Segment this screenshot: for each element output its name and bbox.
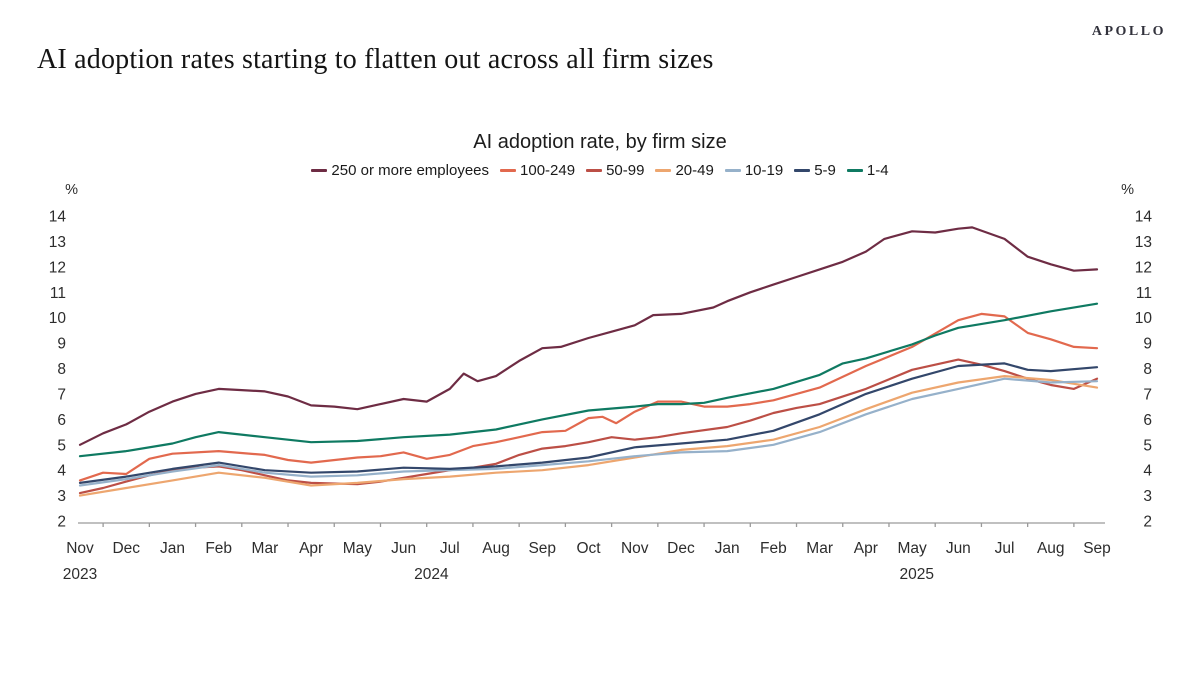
ytick-label-right: 7 bbox=[1143, 386, 1152, 403]
ytick-label-left: 2 bbox=[57, 514, 66, 531]
legend-item-5-9: 5-9 bbox=[794, 162, 836, 179]
legend-item-10-19: 10-19 bbox=[724, 162, 784, 179]
ytick-label-left: 10 bbox=[49, 310, 67, 327]
month-label: Dec bbox=[112, 540, 140, 557]
ytick-label-right: 12 bbox=[1135, 259, 1152, 276]
month-label: Aug bbox=[1037, 540, 1065, 557]
series-line-50-99 bbox=[78, 358, 1099, 495]
ytick-label-right: 2 bbox=[1143, 514, 1152, 531]
page-title: AI adoption rates starting to flatten ou… bbox=[37, 44, 714, 75]
legend-label: 1-4 bbox=[866, 162, 889, 179]
ytick-label-right: 6 bbox=[1143, 412, 1152, 429]
ytick-label-right: 14 bbox=[1135, 209, 1153, 226]
ytick-label-left: 8 bbox=[57, 361, 66, 378]
legend-swatch bbox=[500, 169, 517, 172]
month-label: Nov bbox=[66, 540, 94, 557]
ytick-label-right: 13 bbox=[1135, 234, 1152, 251]
series-line-10-19 bbox=[78, 377, 1099, 487]
legend-item-50-99: 50-99 bbox=[586, 162, 644, 179]
legend-swatch bbox=[655, 169, 672, 172]
legend-label: 10-19 bbox=[744, 162, 784, 179]
month-label: Mar bbox=[806, 540, 833, 557]
month-label: Nov bbox=[621, 540, 649, 557]
month-label: Feb bbox=[205, 540, 232, 557]
legend-label: 100-249 bbox=[520, 162, 576, 179]
ytick-label-left: 12 bbox=[49, 259, 66, 276]
legend-item-1-4: 1-4 bbox=[846, 162, 889, 179]
chart-title: AI adoption rate, by firm size bbox=[473, 131, 727, 153]
month-label: May bbox=[343, 540, 373, 557]
month-label: Jun bbox=[391, 540, 416, 557]
legend-swatch bbox=[794, 169, 811, 172]
series-line-20-49 bbox=[78, 375, 1099, 497]
legend-item-100-249: 100-249 bbox=[500, 162, 575, 179]
month-label: Apr bbox=[299, 540, 323, 557]
month-label: Sep bbox=[1083, 540, 1111, 557]
ytick-label-right: 4 bbox=[1143, 463, 1152, 480]
month-label: Apr bbox=[854, 540, 878, 557]
series-line-100-249 bbox=[78, 312, 1099, 482]
year-label: 2024 bbox=[414, 566, 449, 583]
ytick-label-left: 6 bbox=[57, 412, 66, 429]
month-label: Jul bbox=[995, 540, 1015, 557]
apollo-logo: APOLLO bbox=[1091, 24, 1166, 39]
legend-item-20-49: 20-49 bbox=[655, 162, 714, 179]
ytick-label-right: 9 bbox=[1143, 336, 1152, 353]
legend-label: 50-99 bbox=[606, 162, 645, 179]
legend-swatch bbox=[724, 169, 741, 172]
ytick-label-right: 10 bbox=[1135, 310, 1153, 327]
y-unit-label-left: % bbox=[65, 182, 78, 198]
series-line-5-9 bbox=[78, 362, 1099, 484]
month-label: Sep bbox=[528, 540, 556, 557]
ytick-label-right: 5 bbox=[1143, 437, 1152, 454]
ytick-label-left: 5 bbox=[57, 437, 66, 454]
ytick-label-left: 9 bbox=[57, 336, 66, 353]
legend-label: 20-49 bbox=[675, 162, 714, 179]
month-label: Oct bbox=[576, 540, 601, 557]
chart-legend: 250 or more employees 100-249 50-99 20-49 10… bbox=[0, 162, 1200, 179]
ytick-label-left: 3 bbox=[57, 488, 66, 505]
legend-swatch bbox=[846, 169, 863, 172]
month-label: Dec bbox=[667, 540, 695, 557]
ytick-label-left: 13 bbox=[49, 234, 66, 251]
year-label: 2025 bbox=[899, 566, 933, 583]
legend-swatch bbox=[311, 169, 328, 172]
legend-swatch bbox=[586, 169, 603, 172]
month-label: Aug bbox=[482, 540, 510, 557]
ytick-label-right: 11 bbox=[1136, 285, 1152, 302]
month-label: Jan bbox=[160, 540, 185, 557]
series-line-250-or-more-employees bbox=[78, 226, 1099, 446]
month-label: Feb bbox=[760, 540, 787, 557]
year-label: 2023 bbox=[63, 566, 97, 583]
y-unit-label-right: % bbox=[1121, 182, 1134, 198]
series-line-1-4 bbox=[78, 302, 1099, 458]
legend-item-250-or-more-employees: 250 or more employees bbox=[311, 162, 489, 179]
ytick-label-right: 3 bbox=[1143, 488, 1152, 505]
ytick-label-left: 4 bbox=[57, 463, 66, 480]
month-label: Jan bbox=[715, 540, 740, 557]
month-label: Jun bbox=[946, 540, 971, 557]
month-label: May bbox=[897, 540, 927, 557]
ytick-label-right: 8 bbox=[1143, 361, 1152, 378]
month-label: Jul bbox=[440, 540, 460, 557]
legend-label: 5-9 bbox=[814, 162, 836, 179]
legend-label: 250 or more employees bbox=[331, 162, 490, 179]
ytick-label-left: 14 bbox=[49, 209, 67, 226]
ytick-label-left: 7 bbox=[57, 386, 66, 403]
ytick-label-left: 11 bbox=[50, 285, 66, 302]
month-label: Mar bbox=[252, 540, 279, 557]
